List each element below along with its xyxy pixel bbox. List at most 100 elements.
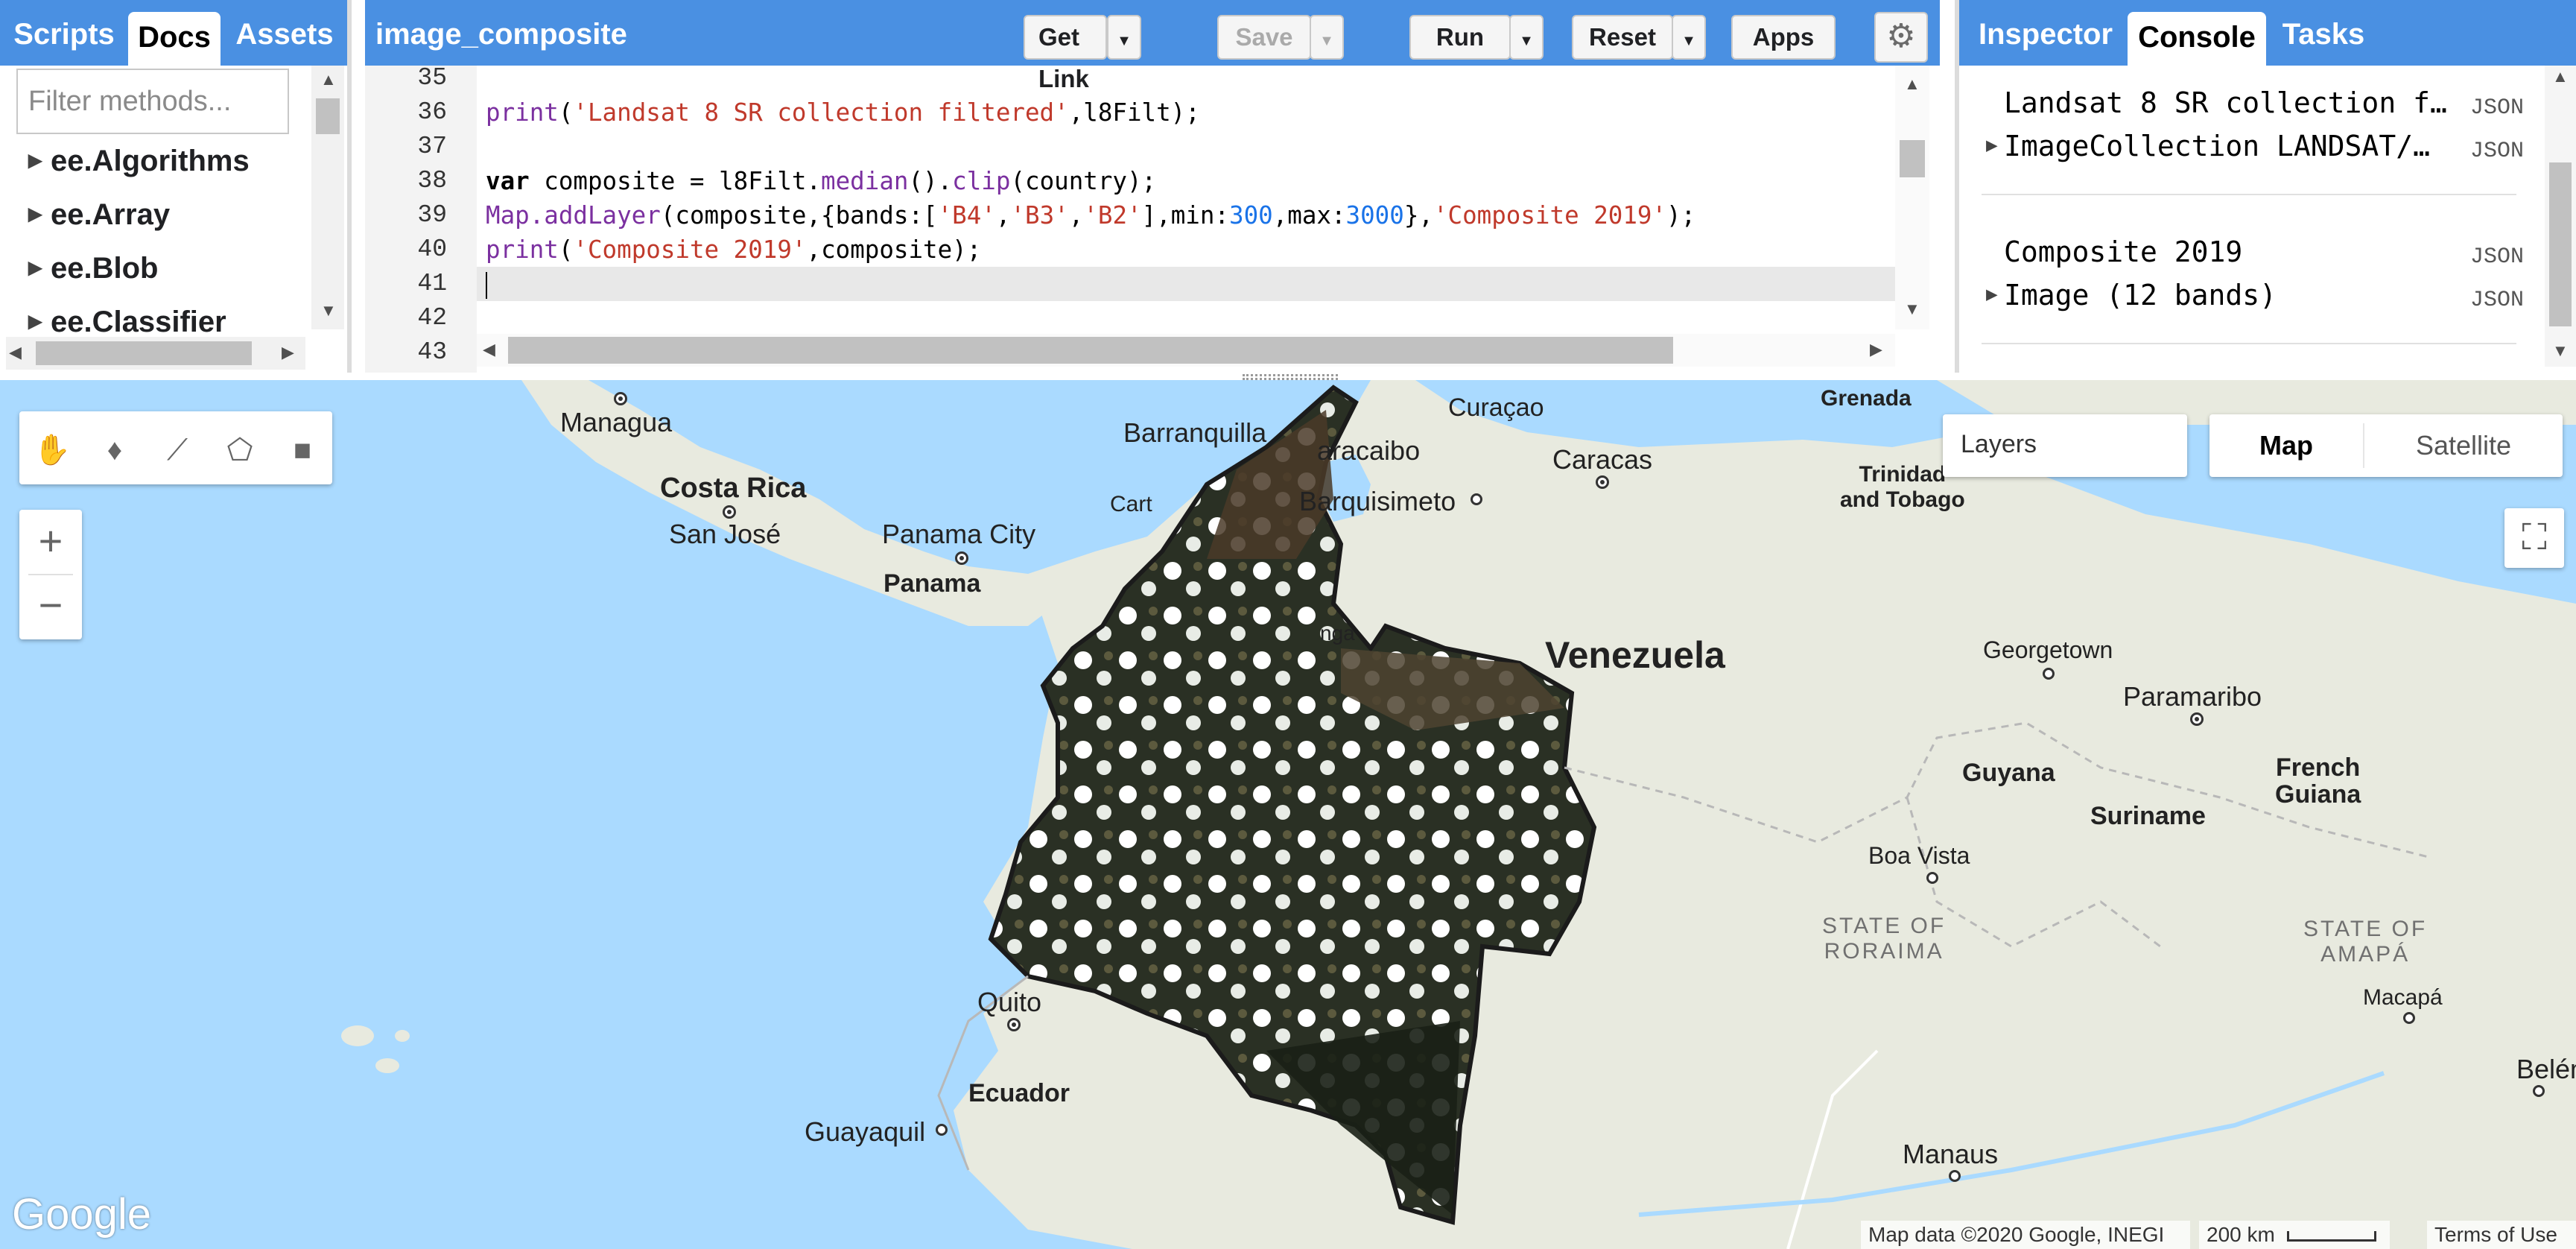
galapagos-island [341, 1025, 374, 1046]
json-badge[interactable]: JSON [2469, 244, 2524, 270]
city-marker [1596, 475, 1609, 489]
draw-line-icon[interactable]: ⟋ [167, 434, 188, 467]
composite-desert-tone [1207, 410, 1333, 559]
tab-inspector[interactable]: Inspector [1978, 18, 2113, 51]
gear-icon: ⚙ [1886, 18, 1916, 54]
scroll-thumb[interactable] [1900, 140, 1925, 177]
city-marker [1949, 1170, 1961, 1182]
scale-ruler [2286, 1230, 2376, 1242]
filter-methods-input[interactable] [16, 69, 289, 134]
map-label: Managua [560, 407, 673, 437]
console-vertical-scrollbar[interactable]: ▲ ▼ [2545, 66, 2576, 367]
map-label: Quito [977, 987, 1042, 1017]
run-dropdown[interactable]: ▼ [1509, 15, 1544, 60]
scroll-down-icon[interactable]: ▼ [2552, 341, 2569, 360]
apps-button[interactable]: Apps [1731, 15, 1836, 60]
scroll-down-icon[interactable]: ▼ [320, 301, 337, 320]
code-token: Map.addLayer [486, 201, 661, 230]
expand-caret-icon[interactable]: ▶ [1986, 283, 1998, 306]
active-code-line[interactable] [477, 267, 1895, 301]
map-label: aracaibo [1317, 435, 1421, 466]
docs-tree: ▶ ee.Algorithms ▶ ee.Array ▶ ee.Blob ▶ e… [15, 134, 298, 349]
scroll-up-icon[interactable]: ▲ [2552, 67, 2569, 86]
code-line[interactable]: print('Landsat 8 SR collection filtered'… [477, 95, 1895, 130]
code-line[interactable]: print('Composite 2019',composite); [477, 233, 1895, 267]
expand-caret-icon: ▶ [28, 312, 42, 332]
scroll-up-icon[interactable]: ▲ [1904, 75, 1920, 93]
code-token: ( [558, 98, 574, 127]
docs-item[interactable]: ▶ ee.Blob [15, 241, 298, 295]
expand-caret-icon: ▶ [28, 258, 42, 278]
console-entry[interactable]: ▶ Image (12 bands) JSON [1959, 273, 2539, 316]
docs-item[interactable]: ▶ ee.Algorithms [15, 134, 298, 188]
map-view[interactable]: Managua Costa Rica San José Panama City … [0, 380, 2576, 1249]
map-type-map-button[interactable]: Map [2259, 430, 2313, 461]
docs-horizontal-scrollbar[interactable]: ◀ ▶ [6, 337, 305, 370]
tab-tasks[interactable]: Tasks [2282, 18, 2365, 51]
zoom-out-button[interactable]: − [38, 581, 63, 628]
fullscreen-button[interactable]: ⛶ [2504, 508, 2564, 568]
terms-of-use-link[interactable]: Terms of Use [2427, 1221, 2576, 1249]
draw-polygon-icon[interactable]: ⬠ [226, 434, 253, 467]
expand-caret-icon[interactable]: ▶ [1986, 134, 1998, 156]
console-panel: Inspector Console Tasks Landsat 8 SR col… [1955, 0, 2576, 373]
amazon-river [1638, 1071, 2385, 1217]
editor-vertical-scrollbar[interactable]: ▲ ▼ [1895, 66, 1929, 329]
code-token: 'Composite 2019' [1433, 201, 1667, 230]
chevron-down-icon: ▼ [1117, 33, 1132, 49]
point-marker-icon[interactable]: ♦ [107, 434, 123, 467]
save-button[interactable]: Save [1217, 15, 1311, 60]
json-badge[interactable]: JSON [2469, 95, 2524, 121]
pan-hand-icon[interactable]: ✋ [34, 434, 71, 467]
scale-bar: 200 km [2199, 1221, 2390, 1249]
docs-item[interactable]: ▶ ee.Classifier [15, 295, 298, 349]
code-token: 'Landsat 8 SR collection filtered' [573, 98, 1069, 127]
draw-rectangle-icon[interactable]: ■ [293, 434, 312, 467]
settings-button[interactable]: ⚙ [1874, 12, 1928, 63]
tab-console[interactable]: Console [2128, 12, 2266, 66]
code-token: median [821, 167, 909, 195]
tab-docs[interactable]: Docs [128, 12, 221, 66]
chevron-down-icon: ▼ [1519, 33, 1534, 49]
scroll-right-icon[interactable]: ▶ [282, 343, 294, 361]
scroll-up-icon[interactable]: ▲ [320, 70, 337, 89]
line-number: 35 [417, 64, 447, 92]
zoom-in-button[interactable]: + [38, 517, 63, 564]
tab-assets[interactable]: Assets [235, 18, 334, 51]
code-editor[interactable]: print('Landsat 8 SR collection filtered'… [477, 66, 1895, 329]
map-type-divider [2363, 423, 2364, 468]
json-badge[interactable]: JSON [2469, 288, 2524, 313]
scroll-thumb[interactable] [316, 98, 340, 134]
scroll-down-icon[interactable]: ▼ [1904, 300, 1920, 318]
scroll-right-icon[interactable]: ▶ [1870, 340, 1882, 358]
get-link-button[interactable]: Get Link [1024, 15, 1107, 92]
console-entry[interactable]: Composite 2019 JSON [1959, 230, 2539, 273]
console-entry[interactable]: ▶ ImageCollection LANDSAT/… JSON [1959, 124, 2539, 167]
docs-vertical-scrollbar[interactable]: ▲ ▼ [311, 66, 344, 329]
run-button[interactable]: Run [1409, 15, 1511, 60]
left-tabbar: Scripts Docs Assets [0, 0, 347, 66]
reset-button[interactable]: Reset [1572, 15, 1673, 60]
run-label: Run [1435, 23, 1485, 51]
editor-horizontal-scrollbar[interactable]: ◀ ▶ [477, 334, 1895, 367]
get-link-label: Get Link [1038, 23, 1089, 92]
code-editor-panel: image_composite Get Link ▼ Save ▼ Run ▼ … [365, 0, 1940, 373]
tab-scripts[interactable]: Scripts [13, 18, 115, 51]
reset-dropdown[interactable]: ▼ [1672, 15, 1706, 60]
scroll-thumb[interactable] [2549, 162, 2572, 326]
console-entry[interactable]: Landsat 8 SR collection f… JSON [1959, 80, 2539, 124]
panel-resize-handle[interactable] [1243, 374, 1338, 380]
scroll-left-icon[interactable]: ◀ [9, 343, 22, 361]
code-line[interactable]: Map.addLayer(composite,{bands:['B4','B3'… [477, 198, 1895, 233]
layers-button[interactable]: Layers [1943, 414, 2187, 477]
scroll-thumb[interactable] [508, 337, 1673, 364]
map-type-satellite-button[interactable]: Satellite [2415, 430, 2512, 461]
docs-item[interactable]: ▶ ee.Array [15, 188, 298, 241]
json-badge[interactable]: JSON [2469, 139, 2524, 164]
scroll-left-icon[interactable]: ◀ [483, 340, 495, 358]
save-dropdown[interactable]: ▼ [1310, 15, 1344, 60]
code-line[interactable]: var composite = l8Filt.median().clip(cou… [477, 164, 1895, 198]
scroll-thumb[interactable] [36, 341, 252, 365]
get-link-dropdown[interactable]: ▼ [1107, 15, 1141, 60]
map-label: Venezuela [1545, 634, 1725, 676]
